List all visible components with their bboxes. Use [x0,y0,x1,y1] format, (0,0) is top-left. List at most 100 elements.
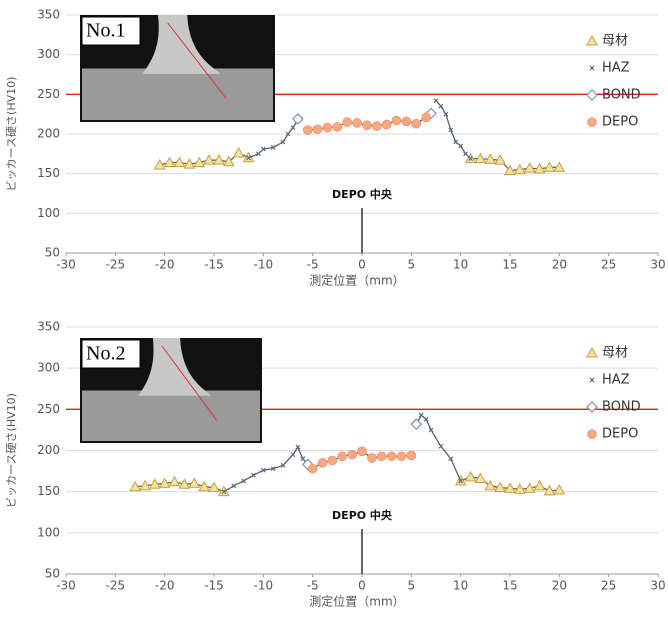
marker-triangle [484,153,497,164]
marker-triangle [153,158,166,170]
marker-circle [371,121,382,131]
x-tick-label: -10 [254,258,274,272]
x-tick-label: 10 [453,258,468,272]
marker-circle [421,112,431,123]
marker-circle [381,119,392,130]
marker-x [428,427,434,433]
marker-triangle [188,477,201,488]
marker-circle [411,118,422,129]
marker-x [458,143,464,149]
marker-triangle [533,162,546,174]
marker-triangle [533,479,546,491]
marker-circle [337,451,348,462]
marker-circle [322,122,333,133]
inset-plate [82,68,273,120]
marker-circle [362,120,372,131]
y-tick-label: 300 [37,47,60,61]
marker-circle [327,455,338,466]
marker-circle [347,449,357,460]
inset-arrow [161,345,217,421]
marker-triangle [553,161,566,172]
marker-triangle [474,152,487,164]
x-tick-label: -20 [155,258,175,272]
y-tick-label: 50 [45,567,60,581]
legend-label: BOND [602,88,641,103]
x-tick-label: -5 [307,579,319,593]
annotation: DEPO 中央 [332,187,393,201]
marker-triangle [178,478,191,489]
x-tick-label: 30 [650,579,665,593]
x-tick-label: 0 [358,579,366,593]
x-tick-label: -5 [307,258,319,272]
legend-label: DEPO [602,115,638,130]
marker-x [285,131,291,137]
marker-circle [317,458,328,468]
marker-x [221,489,227,495]
marker-diamond [586,89,598,101]
x-tick-label: 10 [453,579,468,593]
marker-triangle [168,475,181,487]
marker-triangle [148,478,161,489]
marker-triangle [523,162,536,173]
x-tick-label: -15 [204,258,224,272]
x-tick-label: 5 [408,579,416,593]
marker-circle [307,463,318,474]
marker-x [443,111,449,117]
y-tick-label: 150 [37,484,60,498]
x-tick-label: -10 [254,579,274,593]
inset-label: No.1 [86,20,125,42]
series-line [248,100,471,160]
marker-circle [332,122,343,132]
marker-x [300,456,306,462]
x-tick-label: -30 [56,258,76,272]
legend-label: 母材 [602,34,628,49]
marker-triangle [203,154,215,165]
marker-x [589,65,595,71]
y-tick-label: 250 [37,402,60,416]
marker-triangle [586,34,598,46]
y-tick-label: 350 [37,320,60,334]
y-tick-label: 350 [37,8,60,22]
marker-triangle [543,484,556,496]
marker-triangle [504,482,516,493]
y-tick-label: 250 [37,87,60,101]
x-tick-label: 5 [408,258,416,272]
legend-label: 母材 [602,346,628,361]
marker-x [468,156,473,162]
marker-x [241,478,247,484]
y-axis-label: ビッカース硬さ(HV10) [5,77,18,192]
marker-x [280,139,286,145]
marker-triangle [543,161,556,172]
marker-triangle [173,156,186,168]
marker-triangle [158,477,171,488]
marker-triangle [504,164,516,175]
marker-triangle [129,480,141,492]
marker-triangle [586,346,598,358]
marker-x [438,103,444,109]
marker-x [463,151,469,157]
marker-circle [367,453,377,463]
marker-triangle [183,158,196,169]
marker-triangle [163,156,176,168]
x-axis-label: 測定位置（mm） [309,594,404,609]
marker-diamond [410,418,423,431]
marker-x [290,452,296,458]
marker-circle [302,125,313,135]
marker-x [260,146,266,152]
marker-triangle [484,479,497,491]
annotation: DEPO 中央 [332,508,393,522]
marker-triangle [213,154,225,165]
x-tick-label: 15 [502,579,517,593]
marker-circle [396,451,407,462]
marker-x [458,478,464,484]
inset-label-box [81,16,141,46]
marker-triangle [523,482,536,493]
marker-x [270,466,276,472]
marker-x [255,151,261,157]
marker-triangle [208,481,220,493]
y-tick-label: 200 [37,443,60,457]
inset-plate [82,390,260,441]
x-tick-label: 30 [650,258,665,272]
marker-circle [342,117,353,127]
